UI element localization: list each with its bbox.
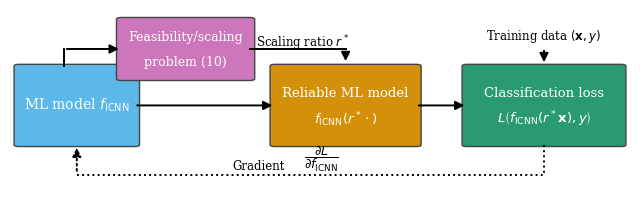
Text: Gradient: Gradient xyxy=(232,160,285,173)
FancyBboxPatch shape xyxy=(462,64,626,147)
Text: Classification loss: Classification loss xyxy=(484,87,604,100)
Text: $f_{\mathrm{ICNN}}(r^* \cdot)$: $f_{\mathrm{ICNN}}(r^* \cdot)$ xyxy=(314,110,378,129)
Text: $\dfrac{\partial L}{\partial f_{\mathrm{ICNN}}}$: $\dfrac{\partial L}{\partial f_{\mathrm{… xyxy=(304,145,339,174)
Text: Scaling ratio $r^*$: Scaling ratio $r^*$ xyxy=(256,34,349,53)
FancyBboxPatch shape xyxy=(14,64,140,147)
FancyBboxPatch shape xyxy=(116,17,255,81)
Text: Reliable ML model: Reliable ML model xyxy=(282,87,409,100)
FancyBboxPatch shape xyxy=(270,64,421,147)
Text: ML model $f_{\mathrm{ICNN}}$: ML model $f_{\mathrm{ICNN}}$ xyxy=(24,97,129,114)
Text: $L\left(f_{\mathrm{ICNN}}(r^*\mathbf{x}), y\right)$: $L\left(f_{\mathrm{ICNN}}(r^*\mathbf{x})… xyxy=(497,109,591,129)
Text: problem (10): problem (10) xyxy=(144,56,227,69)
Text: Feasibility/scaling: Feasibility/scaling xyxy=(128,31,243,44)
Text: Training data $(\mathbf{x}, y)$: Training data $(\mathbf{x}, y)$ xyxy=(486,28,602,45)
